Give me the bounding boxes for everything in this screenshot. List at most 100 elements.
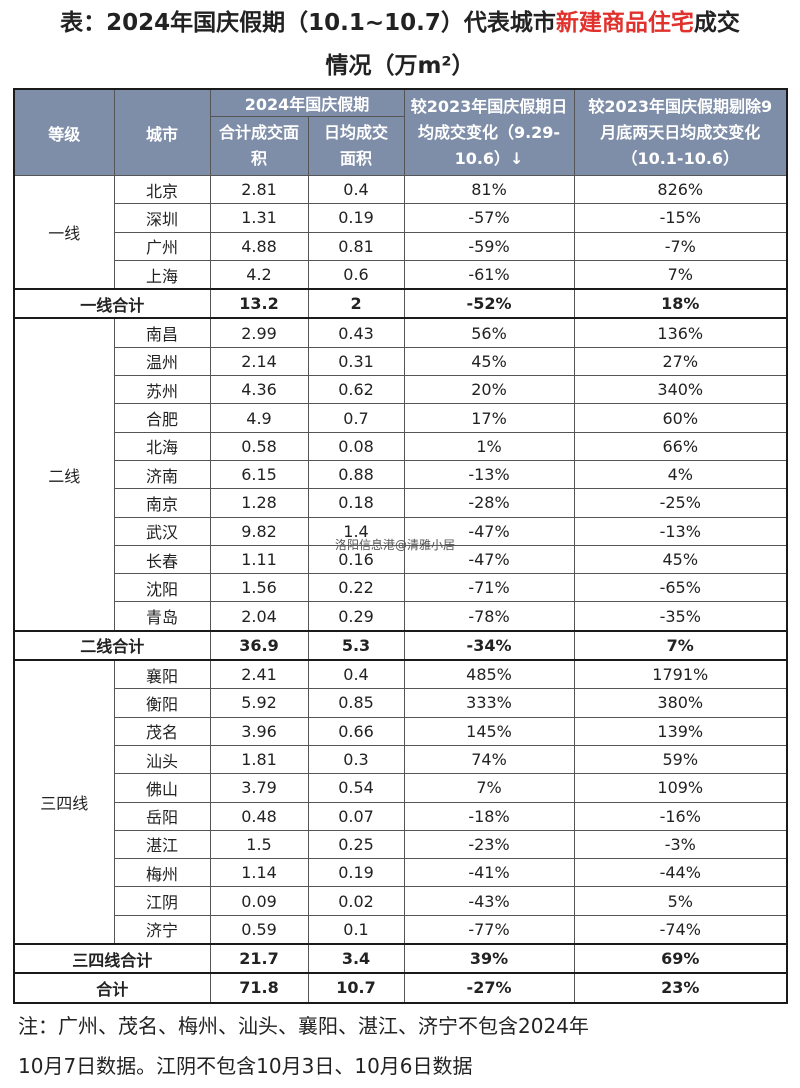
table-row: 湛江 1.5 0.25 -23% -3% [14, 829, 788, 860]
change-adjusted-cell: -74% [573, 914, 788, 945]
table-row: 济南 6.15 0.88 -13% 4% [14, 459, 788, 490]
daily-area-cell: 0.08 [307, 431, 405, 461]
change-adjusted-cell: 340% [573, 375, 788, 405]
daily-area-cell: 0.7 [307, 403, 405, 433]
tier-cell: 三四线 [13, 659, 115, 945]
total-area-cell: 5.92 [209, 688, 309, 718]
header-tier: 等级 [13, 88, 115, 176]
page-title: 表：2024年国庆假期（10.1~10.7）代表城市新建商品住宅成交 情况（万m… [0, 0, 800, 90]
change-2023-cell: -43% [403, 886, 575, 916]
total-area-cell: 1.31 [209, 203, 309, 233]
grand-total-change-adjusted: 23% [573, 972, 788, 1004]
change-adjusted-cell: -65% [573, 573, 788, 603]
daily-area-cell: 0.4 [307, 659, 405, 690]
city-cell: 湛江 [113, 829, 211, 860]
subtotal-row: 一线合计 13.2 2 -52% 18% [13, 288, 788, 320]
city-cell: 合肥 [113, 403, 211, 433]
city-cell: 青岛 [113, 601, 211, 632]
city-cell: 武汉 [113, 516, 211, 546]
change-adjusted-cell: -25% [573, 488, 788, 518]
daily-area-cell: 0.66 [307, 716, 405, 746]
subtotal-label: 一线合计 [13, 288, 211, 320]
city-cell: 北海 [113, 431, 211, 461]
subtotal-daily-area: 5.3 [307, 629, 405, 662]
table-row: 梅州 1.14 0.19 -41% -44% [14, 858, 788, 888]
daily-area-cell: 0.85 [307, 688, 405, 718]
table-row: 三四线 襄阳 2.41 0.4 485% 1791% [13, 659, 788, 945]
city-cell: 长春 [113, 544, 211, 575]
subtotal-change-adjusted: 69% [573, 943, 788, 975]
tier-cell: 二线 [13, 317, 115, 632]
daily-area-cell: 0.88 [307, 459, 405, 490]
change-2023-cell: -18% [403, 801, 575, 831]
total-area-cell: 6.15 [209, 459, 309, 490]
city-cell: 温州 [113, 346, 211, 377]
total-area-cell: 1.14 [209, 858, 309, 888]
change-adjusted-cell: 136% [573, 317, 788, 348]
change-2023-cell: 333% [403, 688, 575, 718]
total-area-cell: 3.96 [209, 716, 309, 746]
city-cell: 济南 [113, 459, 211, 490]
city-cell: 汕头 [113, 744, 211, 775]
daily-area-cell: 0.22 [307, 573, 405, 603]
daily-area-cell: 0.81 [307, 231, 405, 261]
daily-area-cell: 0.18 [307, 488, 405, 518]
change-2023-cell: -47% [403, 544, 575, 575]
change-adjusted-cell: 60% [573, 403, 788, 433]
table-row: 一线 北京 2.81 0.4 81% 826% [13, 174, 788, 290]
subtotal-total-area: 13.2 [209, 288, 309, 320]
change-adjusted-cell: 109% [573, 773, 788, 803]
daily-area-cell: 0.4 [307, 174, 405, 205]
city-cell: 江阴 [113, 886, 211, 916]
change-2023-cell: 56% [403, 317, 575, 348]
total-area-cell: 2.41 [209, 659, 309, 690]
daily-area-cell: 0.31 [307, 346, 405, 377]
daily-area-cell: 0.07 [307, 801, 405, 831]
table-row: 南京 1.28 0.18 -28% -25% [14, 488, 788, 518]
footnote: 注：广州、茂名、梅州、汕头、襄阳、湛江、济宁不包含2024年 10月7日数据。江… [18, 1006, 788, 1086]
daily-area-cell: 0.1 [307, 914, 405, 945]
city-cell: 南昌 [113, 317, 211, 348]
change-2023-cell: -47% [403, 516, 575, 546]
daily-area-cell: 1.4 [307, 516, 405, 546]
grand-total-daily-area: 10.7 [307, 972, 405, 1004]
total-area-cell: 0.48 [209, 801, 309, 831]
change-2023-cell: -59% [403, 231, 575, 261]
change-2023-cell: -78% [403, 601, 575, 632]
change-adjusted-cell: -15% [573, 203, 788, 233]
total-area-cell: 2.04 [209, 601, 309, 632]
subtotal-row: 三四线合计 21.7 3.4 39% 69% [13, 943, 788, 975]
change-adjusted-cell: 66% [573, 431, 788, 461]
table-row: 深圳 1.31 0.19 -57% -15% [14, 203, 788, 233]
subtotal-daily-area: 2 [307, 288, 405, 320]
table-row: 武汉 9.82 1.4 -47% -13% [14, 516, 788, 546]
header-vs-sep: 较2023年国庆假期剔除9月底两天日均成交变化（10.1-10.6） [573, 88, 788, 176]
table-body: 一线 北京 2.81 0.4 81% 826% 深圳 1.31 0.19 -57% -15% 广州 4.… [13, 174, 788, 1004]
city-cell: 襄阳 [113, 659, 211, 690]
table-row: 二线 南昌 2.99 0.43 56% 136% [13, 317, 788, 632]
change-adjusted-cell: -7% [573, 231, 788, 261]
change-adjusted-cell: -44% [573, 858, 788, 888]
change-2023-cell: 74% [403, 744, 575, 775]
city-cell: 佛山 [113, 773, 211, 803]
city-cell: 茂名 [113, 716, 211, 746]
table-row: 青岛 2.04 0.29 -78% -35% [14, 601, 788, 632]
city-cell: 沈阳 [113, 573, 211, 603]
city-cell: 苏州 [113, 375, 211, 405]
daily-area-cell: 0.19 [307, 203, 405, 233]
city-cell: 上海 [113, 259, 211, 290]
table-row: 北海 0.58 0.08 1% 66% [14, 431, 788, 461]
data-table: 等级 城市 2024年国庆假期 较2023年国庆假期日均成交变化（9.29-10… [13, 88, 789, 1004]
table-row: 岳阳 0.48 0.07 -18% -16% [14, 801, 788, 831]
grand-total-change-2023: -27% [403, 972, 575, 1004]
total-area-cell: 0.59 [209, 914, 309, 945]
total-area-cell: 1.81 [209, 744, 309, 775]
subtotal-daily-area: 3.4 [307, 943, 405, 975]
change-adjusted-cell: -13% [573, 516, 788, 546]
grand-total-area: 71.8 [209, 972, 309, 1004]
change-2023-cell: -71% [403, 573, 575, 603]
change-adjusted-cell: 45% [573, 544, 788, 575]
change-adjusted-cell: 826% [573, 174, 788, 205]
city-cell: 北京 [113, 174, 211, 205]
table-row: 长春 1.11 0.16 -47% 45% [14, 544, 788, 575]
